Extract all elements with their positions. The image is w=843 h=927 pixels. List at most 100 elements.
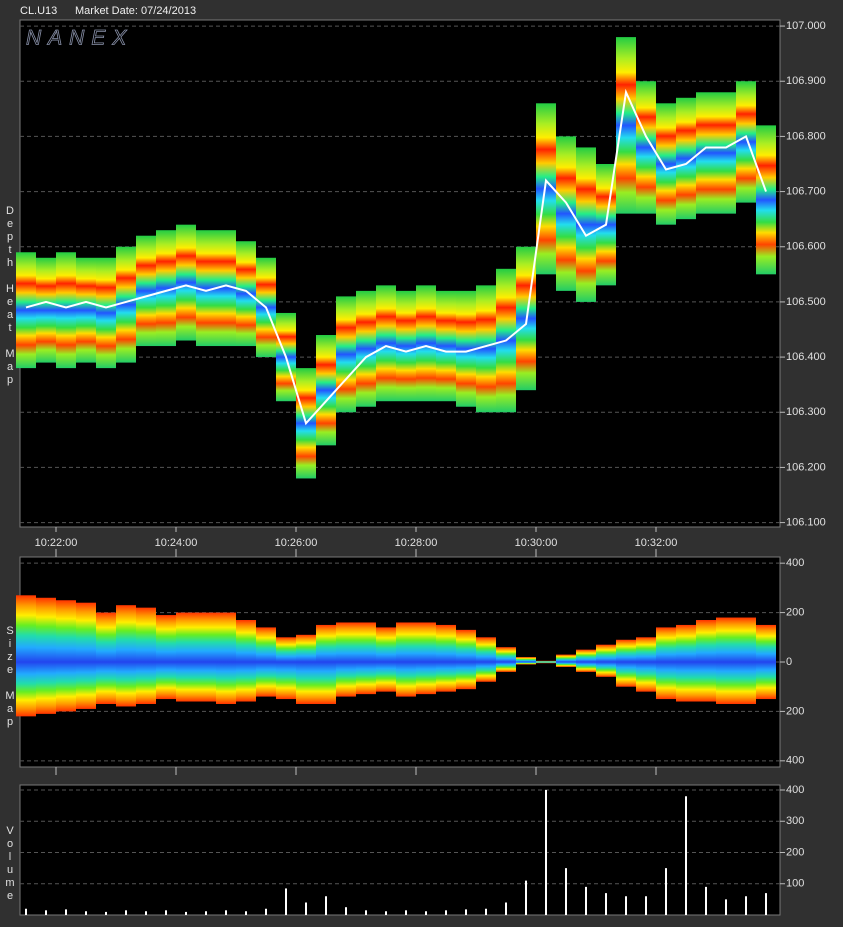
marks: 106.100 106.200 106.300 106.400 106.500 106.6…: [16, 20, 826, 915]
ask-size: [56, 600, 76, 662]
depth-column: [216, 230, 236, 347]
bid-size: [356, 662, 376, 695]
bid-size: [396, 662, 416, 697]
ask-size: [296, 634, 316, 662]
bid-size: [216, 662, 236, 704]
bid-size: [196, 662, 216, 702]
depth-column: [376, 285, 396, 402]
depth-column: [96, 257, 116, 369]
x-tick-label: 10:22:00: [35, 537, 78, 549]
depth-column: [336, 296, 356, 413]
bid-size: [76, 662, 96, 709]
bid-size: [136, 662, 156, 704]
ask-size: [616, 639, 636, 662]
y-tick-label: 106.500: [786, 296, 826, 308]
ask-size: [436, 624, 456, 662]
bid-size: [416, 662, 436, 695]
bid-size: [436, 662, 456, 692]
depth-column: [676, 97, 696, 220]
bid-size: [16, 662, 36, 717]
bid-size: [96, 662, 116, 704]
y-tick-label: 400: [786, 784, 804, 796]
y-tick-label: 106.900: [786, 75, 826, 87]
bid-size: [736, 662, 756, 704]
side-label: Size Map: [4, 625, 16, 729]
bid-size: [256, 662, 276, 697]
brand-watermark: NANEX: [26, 27, 133, 50]
depth-column: [56, 252, 76, 369]
y-tick-label: 106.200: [786, 461, 826, 473]
depth-column: [16, 252, 36, 369]
ask-size: [656, 627, 676, 662]
depth-column: [196, 230, 216, 347]
ask-size: [336, 622, 356, 662]
x-tick-label: 10:32:00: [635, 537, 678, 549]
side-label: Volume: [4, 825, 16, 903]
ask-size: [176, 612, 196, 662]
ask-size: [696, 620, 716, 662]
ask-size: [256, 627, 276, 662]
bid-size: [756, 662, 776, 700]
y-tick-label: 200: [786, 705, 804, 717]
bid-size: [536, 662, 556, 664]
depth-column: [316, 335, 336, 446]
x-tick-label: 10:28:00: [395, 537, 438, 549]
x-tick-label: 10:24:00: [155, 537, 198, 549]
bid-size: [676, 662, 696, 702]
side-label: Depth Heat Map: [4, 205, 16, 387]
ask-size: [16, 595, 36, 662]
ask-size: [456, 629, 476, 662]
ask-size: [116, 605, 136, 662]
ask-size: [36, 597, 56, 662]
ask-size: [596, 644, 616, 662]
symbol: CL.U13: [20, 5, 58, 17]
bid-size: [156, 662, 176, 700]
bid-size: [496, 662, 516, 672]
bid-size: [296, 662, 316, 704]
bid-size: [236, 662, 256, 702]
ask-size: [196, 612, 216, 662]
ask-size: [716, 617, 736, 662]
price-line: [25, 88, 767, 426]
ask-size: [396, 622, 416, 662]
ask-size: [76, 602, 96, 662]
depth-column: [536, 103, 556, 275]
depth-column: [656, 103, 676, 225]
bid-size: [556, 662, 576, 667]
ask-size: [236, 620, 256, 662]
ask-size: [276, 637, 296, 662]
depth-column: [76, 257, 96, 363]
y-tick-label: 400: [786, 557, 804, 569]
depth-column: [136, 235, 156, 347]
y-tick-label: 106.700: [786, 185, 826, 197]
bid-size: [616, 662, 636, 687]
depth-column: [736, 81, 756, 203]
ask-size: [676, 624, 696, 662]
y-tick-label: 200: [786, 606, 804, 618]
bid-size: [116, 662, 136, 707]
bid-size: [456, 662, 476, 690]
bid-size: [516, 662, 536, 665]
ask-size: [556, 654, 576, 662]
y-tick-label: 400: [786, 755, 804, 767]
ask-size: [316, 624, 336, 662]
bid-size: [316, 662, 336, 704]
ask-size: [636, 637, 656, 662]
depth-column: [356, 290, 376, 407]
bid-size: [696, 662, 716, 702]
y-tick-label: 106.100: [786, 516, 826, 528]
depth-column: [396, 290, 416, 402]
depth-column: [236, 241, 256, 347]
depth-column: [616, 37, 636, 214]
bid-size: [576, 662, 596, 672]
ask-size: [576, 649, 596, 662]
ask-size: [216, 612, 236, 662]
depth-column: [436, 290, 456, 402]
depth-column: [696, 92, 716, 214]
depth-column: [716, 92, 736, 214]
bid-size: [336, 662, 356, 697]
ask-size: [136, 607, 156, 662]
depth-column: [116, 246, 136, 363]
